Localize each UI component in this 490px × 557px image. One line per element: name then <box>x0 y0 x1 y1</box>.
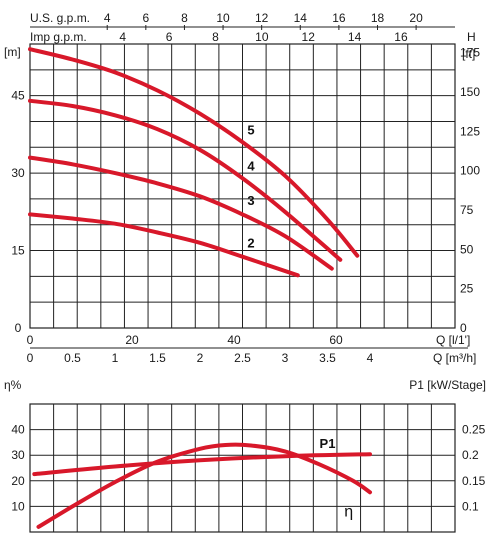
head-y-right-tick-125: 125 <box>460 124 480 138</box>
eff-left-unit: η% <box>4 378 22 392</box>
head-y-right-tick-150: 150 <box>460 85 480 99</box>
head-y-left-ticks: 0 15 30 45 <box>11 89 25 335</box>
x-m3h-tick-1: 1 <box>112 351 119 365</box>
usgpm-tick-6: 6 <box>142 11 149 25</box>
x-lpm-tick-60: 60 <box>329 333 343 347</box>
impgpm-label: Imp g.p.m. <box>30 30 87 44</box>
head-curve-2 <box>28 212 300 278</box>
usgpm-ticks: 4 6 8 10 12 14 16 18 20 <box>104 11 423 30</box>
impgpm-tick-8: 8 <box>212 30 219 44</box>
head-y-left-tick-0: 0 <box>15 321 22 335</box>
power-curve <box>32 452 372 477</box>
x-m3h-tick-3.5: 3.5 <box>319 351 336 365</box>
eff-curve-labels: P1 η <box>320 436 354 521</box>
x-m3h-tick-2.5: 2.5 <box>234 351 251 365</box>
head-letter: H <box>467 30 476 44</box>
x-lpm-tick-0: 0 <box>27 333 34 347</box>
usgpm-label: U.S. g.p.m. <box>30 11 90 25</box>
top-header: U.S. g.p.m. Imp g.p.m. H 4 6 8 10 12 14 16 18 20… <box>30 11 476 44</box>
usgpm-tick-16: 16 <box>332 11 346 25</box>
head-y-left-tick-15: 15 <box>11 244 25 258</box>
head-y-right-tick-75: 75 <box>460 203 474 217</box>
usgpm-tick-8: 8 <box>181 11 188 25</box>
x-m3h-tick-0.5: 0.5 <box>64 351 81 365</box>
eff-grid <box>30 404 455 532</box>
x-axis-lpm: 0 20 40 60 <box>27 333 343 347</box>
x-m3h-tick-1.5: 1.5 <box>149 351 166 365</box>
x-m3h-tick-0: 0 <box>27 351 34 365</box>
head-curve-label-2: 2 <box>247 235 254 250</box>
eff-y-left-ticks: 10 20 30 40 <box>11 423 25 514</box>
usgpm-tick-12: 12 <box>255 11 269 25</box>
x-m3h-tick-2: 2 <box>197 351 204 365</box>
head-y-right-tick-175: 175 <box>460 46 480 60</box>
head-curve-label-3: 3 <box>247 193 254 208</box>
power-curve-label: P1 <box>320 436 336 451</box>
x-m3h-tick-4: 4 <box>367 351 374 365</box>
head-grid <box>30 44 455 328</box>
eff-y-right-tick-0.25: 0.25 <box>462 423 486 437</box>
impgpm-ticks: 4 6 8 10 12 14 16 <box>119 30 408 44</box>
head-right-unit: [ft] <box>462 47 475 61</box>
usgpm-tick-20: 20 <box>409 11 423 25</box>
usgpm-tick-18: 18 <box>371 11 385 25</box>
impgpm-tick-10: 10 <box>255 30 269 44</box>
head-curve-5 <box>28 47 360 258</box>
impgpm-tick-12: 12 <box>302 30 316 44</box>
x-lpm-tick-40: 40 <box>227 333 241 347</box>
usgpm-tick-14: 14 <box>294 11 308 25</box>
impgpm-tick-16: 16 <box>394 30 408 44</box>
head-curve-label-5: 5 <box>247 122 254 137</box>
head-y-right-tick-100: 100 <box>460 164 480 178</box>
efficiency-curve-label: η <box>344 504 353 521</box>
impgpm-tick-14: 14 <box>348 30 362 44</box>
head-y-left-tick-30: 30 <box>11 166 25 180</box>
usgpm-tick-4: 4 <box>104 11 111 25</box>
head-y-left-tick-45: 45 <box>11 89 25 103</box>
impgpm-tick-6: 6 <box>166 30 173 44</box>
head-curves <box>28 47 360 278</box>
head-y-right-tick-25: 25 <box>460 282 474 296</box>
efficiency-curve <box>36 442 372 529</box>
eff-y-right-tick-0.2: 0.2 <box>462 448 479 462</box>
eff-curves <box>32 442 372 529</box>
x-m3h-label: Q [m³/h] <box>433 351 476 365</box>
x-m3h-tick-3: 3 <box>282 351 289 365</box>
impgpm-tick-4: 4 <box>119 30 126 44</box>
head-y-right-ticks: 0 25 50 75 100 125 150 175 <box>460 46 480 335</box>
head-curve-labels: 2 3 4 5 <box>247 122 255 250</box>
eff-right-unit: P1 [kW/Stage] <box>409 378 486 392</box>
head-curve-3 <box>28 155 334 271</box>
eff-y-left-tick-10: 10 <box>11 499 25 513</box>
eff-y-left-tick-40: 40 <box>11 423 25 437</box>
eff-y-right-ticks: 0.1 0.15 0.2 0.25 <box>462 423 486 514</box>
head-y-right-tick-50: 50 <box>460 242 474 256</box>
head-plot-frame <box>29 43 456 329</box>
eff-y-left-tick-20: 20 <box>11 474 25 488</box>
x-lpm-tick-20: 20 <box>125 333 139 347</box>
efficiency-chart: η% P1 [kW/Stage] 10 20 30 40 0.1 0.15 0.2 0.25… <box>4 378 486 533</box>
usgpm-tick-10: 10 <box>216 11 230 25</box>
head-left-unit: [m] <box>4 45 21 59</box>
head-y-right-tick-0: 0 <box>460 321 467 335</box>
eff-y-right-tick-0.1: 0.1 <box>462 499 479 513</box>
x-lpm-label: Q [l/1'] <box>436 333 470 347</box>
head-curve-label-4: 4 <box>247 159 255 174</box>
x-axis-m3h: 0 0.5 1 1.5 2 2.5 3 3.5 4 <box>27 351 374 365</box>
eff-y-right-tick-0.15: 0.15 <box>462 474 486 488</box>
eff-y-left-tick-30: 30 <box>11 448 25 462</box>
head-curve-4 <box>28 98 343 262</box>
eff-plot-frame <box>29 403 456 533</box>
